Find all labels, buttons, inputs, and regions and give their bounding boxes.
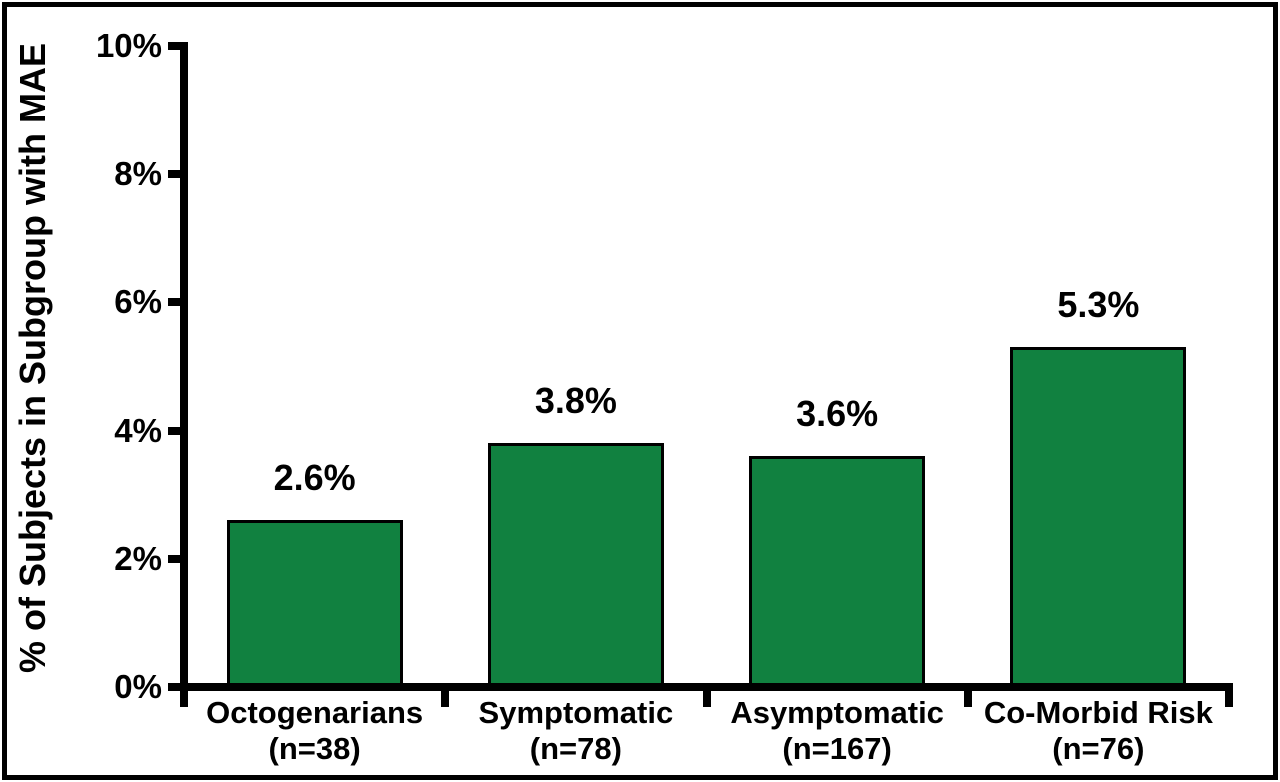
y-tick	[168, 298, 180, 307]
bar-value-label: 3.8%	[534, 380, 617, 422]
category-label: Co-Morbid Risk (n=76)	[968, 695, 1228, 767]
y-tick	[168, 42, 180, 50]
bar-value-label: 5.3%	[1057, 284, 1140, 326]
x-boundary-tick	[963, 691, 972, 707]
bar-value-label: 2.6%	[273, 457, 356, 499]
category-label: Symptomatic (n=78)	[446, 695, 706, 767]
y-axis-line	[180, 42, 188, 707]
y-tick-label: 10%	[95, 27, 162, 64]
y-tick-label: 2%	[114, 539, 162, 577]
x-boundary-tick	[702, 691, 711, 707]
y-tick-label: 4%	[114, 411, 162, 449]
category-label: Octogenarians (n=38)	[185, 695, 445, 767]
y-tick	[168, 170, 180, 179]
category-n-label: (n=78)	[529, 731, 622, 766]
y-axis-title: % of Subjects in Subgroup with MAE	[12, 43, 53, 673]
category-label: Asymptomatic (n=167)	[707, 695, 967, 767]
bar	[1010, 347, 1187, 687]
y-tick	[168, 426, 180, 435]
bar-value-label: 3.6%	[796, 393, 879, 435]
category-name: Co-Morbid Risk	[983, 695, 1213, 730]
bar	[487, 443, 664, 687]
y-tick-label: 6%	[114, 283, 162, 321]
y-tick-label: 8%	[114, 155, 162, 193]
bar	[226, 520, 403, 687]
category-n-label: (n=38)	[268, 731, 361, 766]
x-boundary-tick	[441, 691, 450, 707]
category-name: Octogenarians	[206, 695, 424, 730]
category-n-label: (n=167)	[782, 731, 892, 766]
x-axis-line	[180, 683, 1233, 691]
y-tick	[168, 554, 180, 563]
x-boundary-tick	[1225, 691, 1233, 707]
category-name: Symptomatic	[478, 695, 674, 730]
y-tick	[168, 683, 180, 691]
bar	[749, 456, 926, 687]
category-name: Asymptomatic	[730, 695, 944, 730]
y-tick-label: 0%	[114, 668, 162, 705]
category-n-label: (n=76)	[1052, 731, 1145, 766]
